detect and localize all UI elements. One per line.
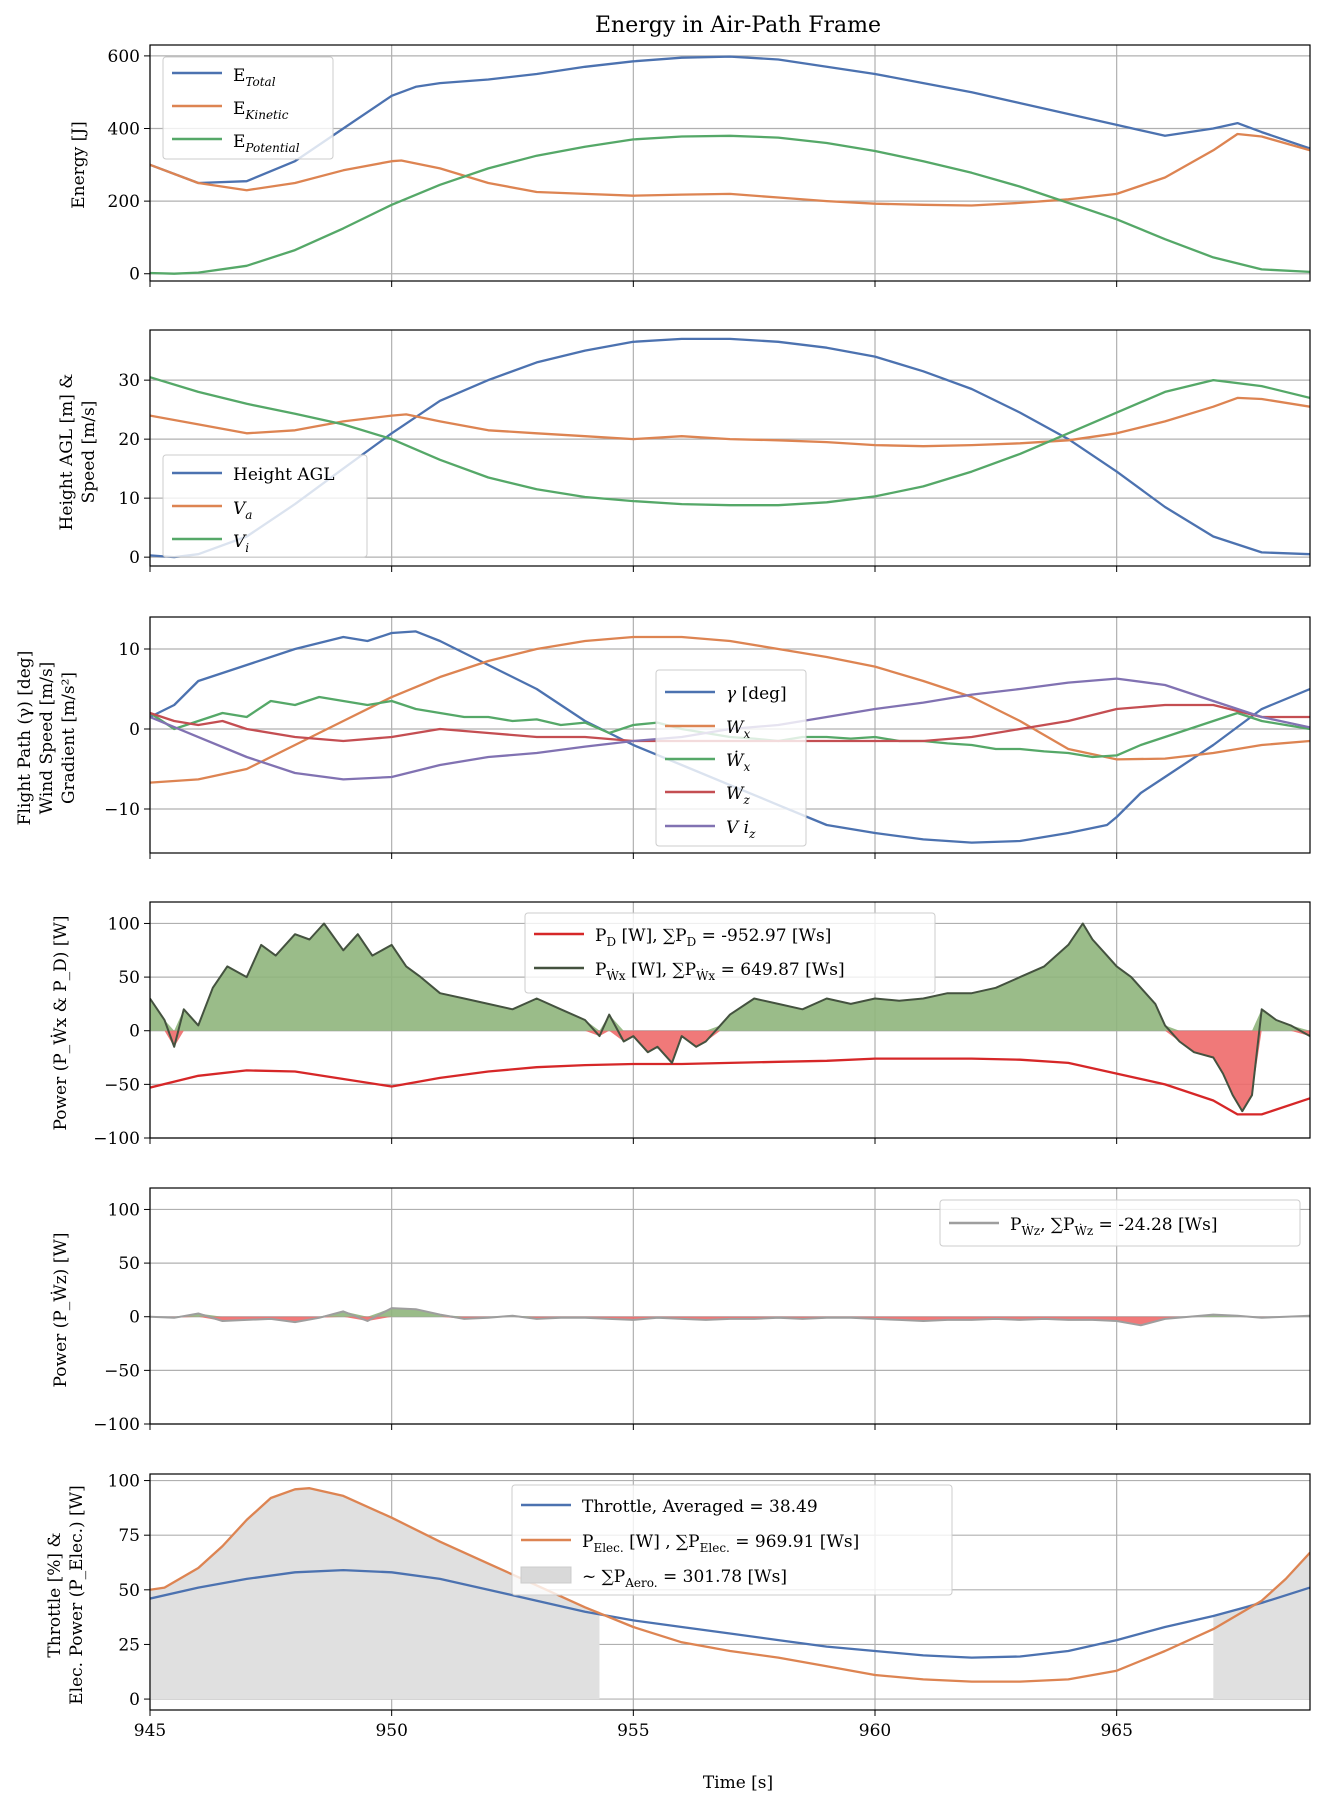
panel-4-negative-fill <box>150 1030 1310 1112</box>
panel-1-series-2-line <box>150 132 1310 207</box>
panel-5-y-tick-label: 100 <box>108 1200 140 1220</box>
panel-2-series-3-line <box>150 376 1310 507</box>
panel-4-series-1-line <box>150 1057 1310 1116</box>
panel-5-series-1-line <box>150 1307 1310 1327</box>
panel-3-legend: γ [deg] Wx Ẇx Wz V iz <box>655 669 807 847</box>
panel-2-y-label-1: Height AGL [m] & <box>57 374 77 531</box>
svg-text:Vi: Vi <box>233 532 249 555</box>
panel-3-y-label-2: Wind Speed [m/s] <box>37 662 57 815</box>
panel-6-y-tick-label: 75 <box>118 1526 140 1546</box>
panel-1: 0 200 400 600 <box>108 44 1311 287</box>
panel-6-legend: Throttle, Averaged = 38.49 PElec. [W] , … <box>511 1484 953 1596</box>
panel-6-series-2-line <box>150 1487 1310 1683</box>
panel-5-frame <box>149 1187 1311 1425</box>
panel-1-y-tick-label: 0 <box>129 265 140 285</box>
svg-text:PẆx [W], ∑PẆx = 649.87 [Ws]: PẆx [W], ∑PẆx = 649.87 [Ws] <box>595 960 845 983</box>
panel-4-y-tick-label: 0 <box>129 1022 140 1042</box>
panel-1-y-tick-label: 600 <box>108 47 140 67</box>
panel-6-y-tick-label: 25 <box>118 1635 140 1655</box>
panel-6: 0 25 50 75 100 945 950 955 960 965 <box>108 1472 1311 1741</box>
panel-5-positive-fill <box>150 1308 1310 1317</box>
svg-text:Throttle, Averaged = 38.49: Throttle, Averaged = 38.49 <box>582 1497 818 1517</box>
panel-3-y-label-3: Gradient [m/s²] <box>59 672 79 804</box>
svg-text:V iz: V iz <box>726 818 756 841</box>
chart-title: Energy in Air-Path Frame <box>595 13 881 38</box>
panel-6-y-tick-label: 50 <box>118 1581 140 1601</box>
svg-text:PẆz, ∑PẆz = -24.28 [Ws]: PẆz, ∑PẆz = -24.28 [Ws] <box>1010 1215 1218 1238</box>
panel-3: −10 0 10 <box>104 616 1311 859</box>
panel-6-frame <box>149 1473 1311 1711</box>
panel-2: 0 10 20 30 <box>118 329 1311 572</box>
svg-text:γ [deg]: γ [deg] <box>726 684 787 704</box>
panel-2-y-label-2: Speed [m/s] <box>79 401 99 504</box>
panel-1-series-3-line <box>150 134 1310 275</box>
aero-energy-area <box>150 1488 1310 1700</box>
panel-6-y-tick-label: 100 <box>108 1472 140 1492</box>
svg-text:ETotal: ETotal <box>233 66 276 89</box>
panel-6-y-tick-label: 0 <box>129 1690 140 1710</box>
panel-1-frame <box>149 44 1311 282</box>
svg-text:Height AGL: Height AGL <box>233 465 335 485</box>
panel-3-y-tick-label: 10 <box>118 640 140 660</box>
panel-2-y-tick-label: 0 <box>129 548 140 568</box>
x-tick-label: 965 <box>1100 1721 1132 1741</box>
x-tick-label: 945 <box>134 1721 166 1741</box>
svg-text:Wx: Wx <box>726 718 750 741</box>
svg-text:PD [W], ∑PD = -952.97 [Ws]: PD [W], ∑PD = -952.97 [Ws] <box>595 926 831 949</box>
panel-4-y-tick-label: 50 <box>118 968 140 988</box>
panel-2-y-tick-label: 10 <box>118 489 140 509</box>
panel-5: −100 −50 0 50 100 <box>93 1187 1311 1435</box>
x-axis-label: Time [s] <box>703 1773 773 1793</box>
panel-2-y-tick-label: 30 <box>118 371 140 391</box>
panel-1-y-tick-label: 400 <box>108 120 140 140</box>
panel-4-series-2-line <box>150 922 1310 1113</box>
panel-6-y-label-1: Throttle [%] & <box>45 1532 65 1657</box>
panel-4-frame <box>149 901 1311 1139</box>
panel-5-y-tick-label: 0 <box>129 1308 140 1328</box>
panel-4-y-tick-label: −100 <box>93 1129 140 1149</box>
panel-4-legend: PD [W], ∑PD = -952.97 [Ws] PẆx [W], ∑PẆx… <box>524 912 936 994</box>
panel-5-y-tick-label: −100 <box>93 1415 140 1435</box>
plot-layer: 02004006000102030−10010−100−50050100−100… <box>93 44 1311 1741</box>
panel-3-y-tick-label: 0 <box>129 720 140 740</box>
svg-text:~ ∑PAero. = 301.78 [Ws]: ~ ∑PAero. = 301.78 [Ws] <box>582 1567 787 1590</box>
panel-2-series-2-line <box>150 396 1310 448</box>
panel-2-frame <box>149 329 1311 567</box>
panel-4-y-tick-label: 100 <box>108 914 140 934</box>
x-tick-label: 955 <box>617 1721 649 1741</box>
panel-5-y-tick-label: −50 <box>104 1361 140 1381</box>
panel-1-legend: ETotal EKinetic EPotential <box>162 56 334 160</box>
x-tick-label: 960 <box>859 1721 891 1741</box>
x-tick-label: 950 <box>375 1721 407 1741</box>
panel-2-y-tick-label: 20 <box>118 430 140 450</box>
panel-4-y-tick-label: −50 <box>104 1075 140 1095</box>
svg-text:PElec. [W] , ∑PElec. = 969.91: PElec. [W] , ∑PElec. = 969.91 [Ws] <box>582 1532 859 1555</box>
svg-text:EPotential: EPotential <box>233 132 300 155</box>
panel-1-y-tick-label: 200 <box>108 192 140 212</box>
panel-3-y-tick-label: −10 <box>104 800 140 820</box>
panel-5-y-label-1: Power (P_Ẇz) [W] <box>50 1233 71 1388</box>
panel-3-frame <box>149 616 1311 854</box>
svg-text:EKinetic: EKinetic <box>233 99 289 122</box>
panel-1-y-label-1: Energy [J] <box>69 121 89 209</box>
panel-6-series-1-line <box>150 1568 1310 1659</box>
panel-5-legend: PẆz, ∑PẆz = -24.28 [Ws] <box>939 1199 1301 1247</box>
panel-5-negative-fill <box>150 1316 1310 1326</box>
svg-text:Ẇx: Ẇx <box>726 750 750 774</box>
panel-4-y-label-1: Power (P_Ẇx & P_D) [W] <box>50 915 71 1130</box>
panel-1-series-1-line <box>150 55 1310 185</box>
svg-text:Va: Va <box>233 499 252 522</box>
panel-6-y-label-2: Elec. Power (P_Elec.) [W] <box>67 1485 87 1705</box>
panel-4-positive-fill <box>150 923 1310 1031</box>
svg-text:Wz: Wz <box>726 784 750 807</box>
panel-3-series-2-line <box>150 635 1310 784</box>
panel-3-y-label-1: Flight Path (γ) [deg] <box>15 651 35 826</box>
panel-2-legend: Height AGL Va Vi <box>162 454 368 558</box>
panel-5-y-tick-label: 50 <box>118 1254 140 1274</box>
